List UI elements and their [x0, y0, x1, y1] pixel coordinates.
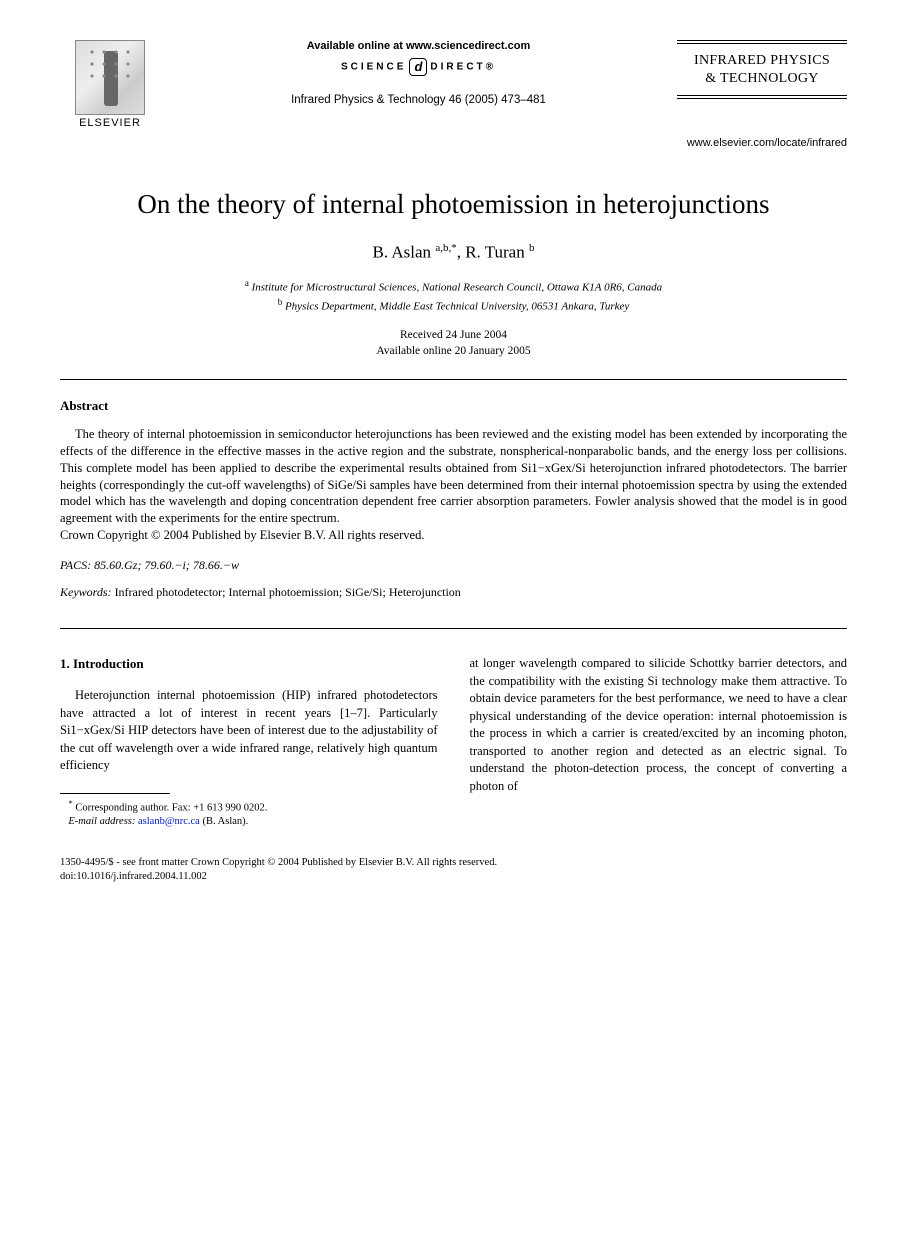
footnote-corr-text: Corresponding author. Fax: +1 613 990 02… [75, 802, 267, 813]
journal-title-box: INFRARED PHYSICS & TECHNOLOGY [677, 40, 847, 99]
pacs-line: PACS: 85.60.Gz; 79.60.−i; 78.66.−w [60, 558, 847, 573]
science-direct-right: DIRECT® [430, 62, 496, 73]
affiliations: a Institute for Microstructural Sciences… [60, 277, 847, 315]
author-2-name: R. Turan [465, 243, 525, 262]
footnote-email-link[interactable]: aslanb@nrc.ca [138, 816, 200, 827]
footer-doi: doi:10.1016/j.infrared.2004.11.002 [60, 870, 847, 884]
available-online-text: Available online at www.sciencedirect.co… [180, 40, 657, 52]
journal-box-top-rule [677, 40, 847, 44]
abstract-section: Abstract The theory of internal photoemi… [60, 380, 847, 628]
journal-name-line2: & TECHNOLOGY [705, 71, 818, 86]
publisher-logo-block: ELSEVIER [60, 40, 160, 129]
author-1-affil: a,b,* [435, 242, 456, 254]
body-columns: 1. Introduction Heterojunction internal … [60, 655, 847, 830]
authors-line: B. Aslan a,b,*, R. Turan b [60, 242, 847, 263]
journal-box-bottom-rule [677, 95, 847, 99]
intro-heading: 1. Introduction [60, 655, 438, 673]
journal-name: INFRARED PHYSICS & TECHNOLOGY [677, 52, 847, 87]
abstract-copyright: Crown Copyright © 2004 Published by Else… [60, 527, 847, 544]
journal-reference: Infrared Physics & Technology 46 (2005) … [180, 94, 657, 106]
affiliation-a: Institute for Microstructural Sciences, … [252, 281, 663, 293]
intro-para-left: Heterojunction internal photoemission (H… [60, 687, 438, 775]
author-1-name: B. Aslan [373, 243, 432, 262]
abstract-heading: Abstract [60, 398, 847, 414]
pacs-codes: 85.60.Gz; 79.60.−i; 78.66.−w [94, 558, 239, 572]
at-icon: d [409, 58, 427, 76]
article-dates: Received 24 June 2004 Available online 2… [60, 327, 847, 359]
header-row: ELSEVIER Available online at www.science… [60, 40, 847, 129]
footnote-rule [60, 793, 170, 794]
elsevier-tree-icon [75, 40, 145, 115]
author-2-affil: b [529, 242, 535, 254]
footer-line1: 1350-4495/$ - see front matter Crown Cop… [60, 856, 847, 870]
publisher-label: ELSEVIER [60, 117, 160, 129]
intro-para-right: at longer wavelength compared to silicid… [470, 655, 848, 795]
online-date: Available online 20 January 2005 [376, 345, 530, 357]
keywords-label: Keywords: [60, 585, 112, 599]
locate-url[interactable]: www.elsevier.com/locate/infrared [60, 137, 847, 149]
footer: 1350-4495/$ - see front matter Crown Cop… [60, 856, 847, 884]
column-right: at longer wavelength compared to silicid… [470, 655, 848, 830]
article-title: On the theory of internal photoemission … [60, 189, 847, 220]
center-header: Available online at www.sciencedirect.co… [160, 40, 677, 106]
footnote-email-label: E-mail address: [68, 816, 135, 827]
affiliation-b: Physics Department, Middle East Technica… [285, 300, 629, 312]
footnote-email: E-mail address: aslanb@nrc.ca (B. Aslan)… [60, 815, 438, 829]
rule-below-abstract [60, 628, 847, 629]
received-date: Received 24 June 2004 [400, 329, 507, 341]
abstract-text: The theory of internal photoemission in … [60, 426, 847, 527]
pacs-label: PACS: [60, 558, 91, 572]
footnote-email-name: (B. Aslan). [202, 816, 248, 827]
science-direct-left: SCIENCE [341, 62, 406, 73]
keywords-line: Keywords: Infrared photodetector; Intern… [60, 585, 847, 600]
keywords-text: Infrared photodetector; Internal photoem… [115, 585, 461, 599]
footnote-corresponding: * Corresponding author. Fax: +1 613 990 … [60, 798, 438, 816]
journal-name-line1: INFRARED PHYSICS [694, 53, 830, 68]
science-direct-logo: SCIENCEdDIRECT® [180, 58, 657, 76]
column-left: 1. Introduction Heterojunction internal … [60, 655, 438, 830]
